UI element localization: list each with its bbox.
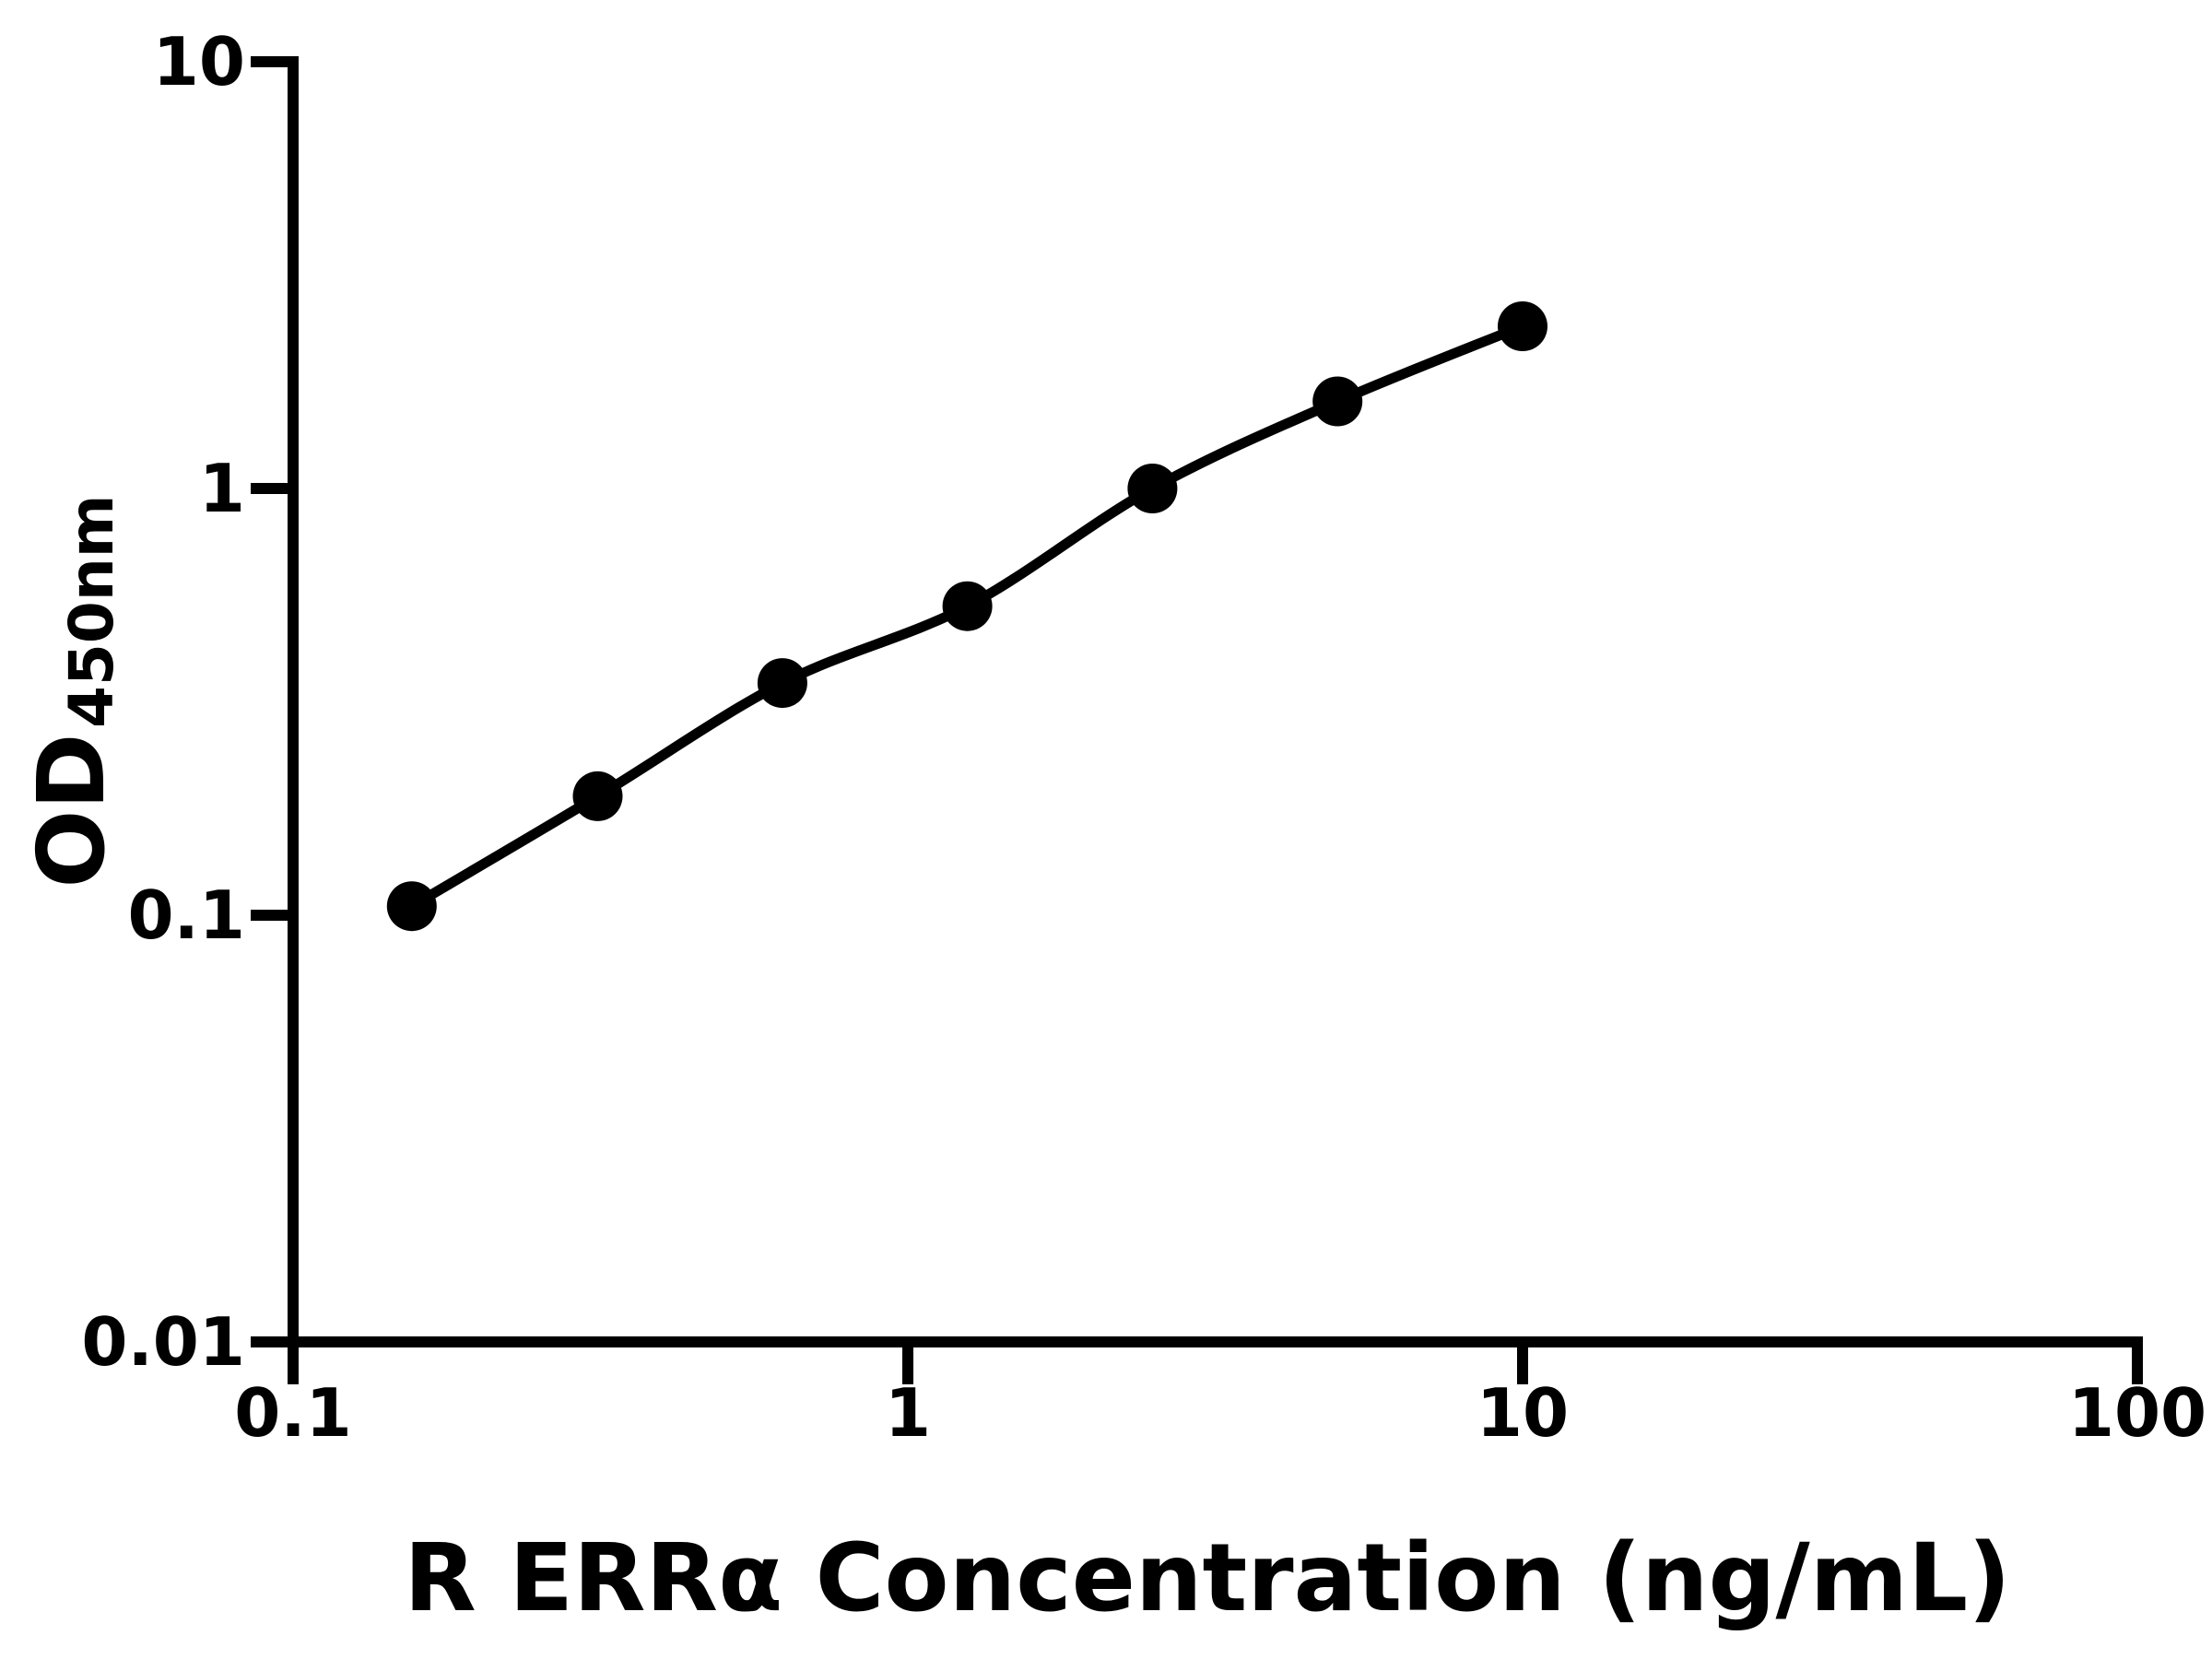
x-tick-label: 1 [885,1374,931,1452]
axes [251,56,2143,1384]
y-axis-title: OD 450nm [18,494,127,888]
data-point [1312,376,1363,427]
od-label: OD [18,734,125,888]
x-tick-label: 10 [1477,1374,1569,1452]
data-point [942,581,993,631]
data-point [1498,301,1547,351]
x-tick-label: 100 [2068,1374,2206,1452]
data-points [386,301,1547,932]
x-tick-label: 0.1 [234,1374,352,1452]
data-point [572,771,623,821]
y-tick-label: 0.01 [81,1303,245,1381]
y-tick-label: 10 [153,23,245,100]
data-point [386,881,437,932]
y-tick-label: 0.1 [127,877,245,954]
y-tick-label: 1 [199,450,245,527]
data-point [1127,464,1178,513]
data-point [757,658,807,709]
x-axis-title: R ERRα Concentration (ng/mL) [404,1524,2010,1633]
od-subscript-label: 450nm [56,494,127,728]
